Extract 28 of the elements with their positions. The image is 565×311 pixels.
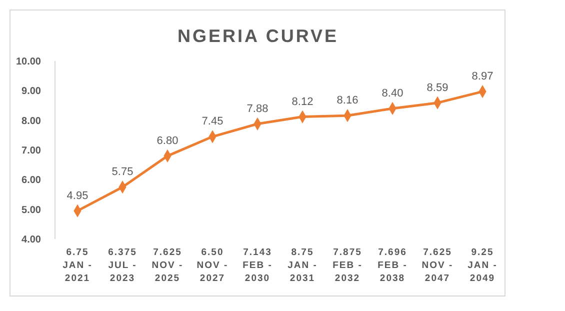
x-tick-label: 6.50 NOV - 2027 xyxy=(196,247,228,284)
data-label: 8.16 xyxy=(336,94,358,107)
y-tick-label: 5.00 xyxy=(22,204,42,216)
data-label: 4.95 xyxy=(66,190,88,202)
data-label: 5.75 xyxy=(112,166,134,178)
y-tick-label: 6.00 xyxy=(22,175,42,186)
x-tick-label: 7.143 FEB - 2030 xyxy=(242,247,272,284)
data-label: 8.97 xyxy=(472,70,494,83)
x-tick-label: 6.75 JAN - 2021 xyxy=(62,247,92,284)
chart-title: NGERIA CURVE xyxy=(177,26,339,46)
y-tick-label: 9.00 xyxy=(22,86,42,98)
x-tick-label: 7.625 NOV - 2025 xyxy=(152,247,184,284)
x-tick-label: 9.25 JAN - 2049 xyxy=(468,247,498,284)
data-label: 7.45 xyxy=(202,116,224,128)
y-tick-label: 8.00 xyxy=(22,116,42,127)
data-label: 7.88 xyxy=(246,102,268,115)
x-tick-label: 6.375 JUL - 2023 xyxy=(108,247,137,284)
data-label: 8.12 xyxy=(292,96,314,108)
data-label: 8.59 xyxy=(426,82,448,94)
x-tick-label: 7.625 NOV - 2047 xyxy=(422,247,454,284)
x-tick-label: 8.75 JAN - 2031 xyxy=(288,247,318,284)
y-tick-label: 10.00 xyxy=(16,56,42,68)
y-tick-label: 4.00 xyxy=(22,234,42,246)
data-label: 6.80 xyxy=(156,134,178,147)
x-tick-label: 7.875 FEB - 2032 xyxy=(332,247,362,284)
data-label: 8.40 xyxy=(382,87,404,100)
x-tick-label: 7.696 FEB - 2038 xyxy=(378,247,408,284)
y-tick-label: 7.00 xyxy=(22,146,42,156)
